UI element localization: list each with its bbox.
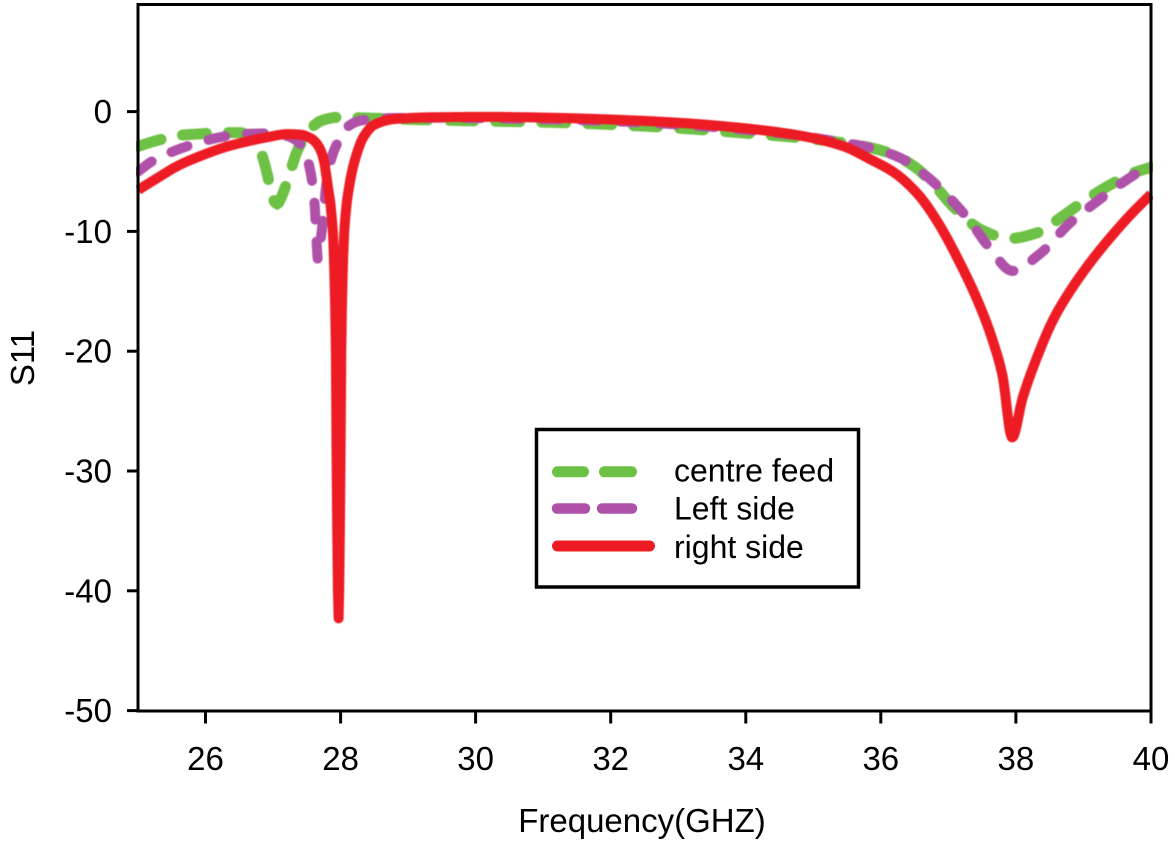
svg-text:Frequency(GHZ): Frequency(GHZ) <box>518 802 766 839</box>
svg-text:centre feed: centre feed <box>674 453 834 489</box>
svg-text:30: 30 <box>457 740 494 777</box>
svg-text:38: 38 <box>998 740 1035 777</box>
svg-text:-40: -40 <box>64 572 112 609</box>
svg-text:S11: S11 <box>4 330 41 386</box>
svg-text:-30: -30 <box>64 453 112 490</box>
svg-text:-10: -10 <box>64 213 112 250</box>
svg-text:40: 40 <box>1133 740 1170 777</box>
svg-text:Left side: Left side <box>674 491 795 527</box>
svg-text:34: 34 <box>727 740 764 777</box>
svg-text:32: 32 <box>592 740 629 777</box>
svg-text:-20: -20 <box>64 333 112 370</box>
svg-text:26: 26 <box>187 740 224 777</box>
svg-text:28: 28 <box>322 740 359 777</box>
svg-text:36: 36 <box>862 740 899 777</box>
svg-text:-50: -50 <box>64 692 112 729</box>
svg-text:right side: right side <box>674 529 804 565</box>
svg-text:0: 0 <box>94 93 112 130</box>
